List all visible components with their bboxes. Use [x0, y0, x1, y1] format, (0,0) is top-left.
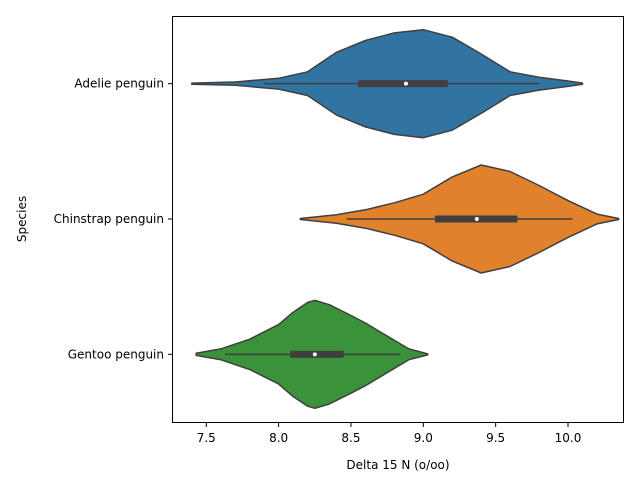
x-tick-label: 9.5 — [486, 431, 505, 445]
x-tick-label: 8.5 — [341, 431, 360, 445]
x-tick-label: 10.0 — [555, 431, 582, 445]
y-tick-label-adelie-penguin: Adelie penguin — [74, 77, 164, 91]
y-tick-label-gentoo-penguin: Gentoo penguin — [68, 347, 164, 361]
x-axis: 7.5 8.0 8.5 9.0 9.5 10.0 — [197, 422, 582, 445]
median-marker-adelie-penguin — [403, 81, 408, 86]
x-tick-label: 9.0 — [414, 431, 433, 445]
plot-frame — [172, 16, 624, 423]
y-axis-label: Species — [15, 196, 29, 242]
y-tick-label-chinstrap-penguin: Chinstrap penguin — [54, 212, 164, 226]
x-tick-label: 7.5 — [197, 431, 216, 445]
median-marker-gentoo-penguin — [312, 352, 317, 357]
median-marker-chinstrap-penguin — [474, 217, 479, 221]
box-glyphs — [225, 80, 573, 358]
x-axis-label: Delta 15 N (o/oo) — [346, 458, 449, 472]
y-axis: Adelie penguin Chinstrap penguin Gentoo pe… — [54, 77, 173, 361]
iqr-box-adelie-penguin — [358, 80, 448, 88]
iqr-box-gentoo-penguin — [290, 350, 344, 358]
x-tick-label: 8.0 — [269, 431, 288, 445]
